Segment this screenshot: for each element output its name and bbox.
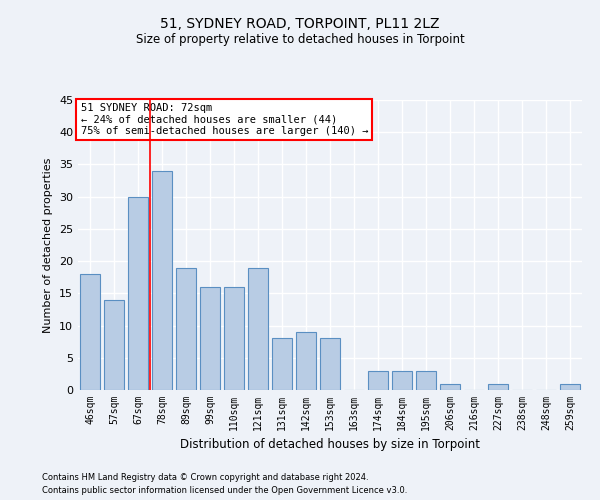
Text: Size of property relative to detached houses in Torpoint: Size of property relative to detached ho… — [136, 32, 464, 46]
Bar — [224, 287, 244, 390]
Text: Contains public sector information licensed under the Open Government Licence v3: Contains public sector information licen… — [42, 486, 407, 495]
Bar — [272, 338, 292, 390]
Bar — [488, 384, 508, 390]
Bar — [560, 384, 580, 390]
Bar — [200, 287, 220, 390]
Y-axis label: Number of detached properties: Number of detached properties — [43, 158, 53, 332]
Bar — [320, 338, 340, 390]
Bar — [392, 370, 412, 390]
Bar — [440, 384, 460, 390]
Bar — [80, 274, 100, 390]
Bar — [176, 268, 196, 390]
Text: 51, SYDNEY ROAD, TORPOINT, PL11 2LZ: 51, SYDNEY ROAD, TORPOINT, PL11 2LZ — [160, 18, 440, 32]
Bar — [368, 370, 388, 390]
Bar — [104, 300, 124, 390]
Text: Contains HM Land Registry data © Crown copyright and database right 2024.: Contains HM Land Registry data © Crown c… — [42, 474, 368, 482]
X-axis label: Distribution of detached houses by size in Torpoint: Distribution of detached houses by size … — [180, 438, 480, 452]
Bar — [296, 332, 316, 390]
Bar — [248, 268, 268, 390]
Bar — [416, 370, 436, 390]
Text: 51 SYDNEY ROAD: 72sqm
← 24% of detached houses are smaller (44)
75% of semi-deta: 51 SYDNEY ROAD: 72sqm ← 24% of detached … — [80, 103, 368, 136]
Bar — [152, 171, 172, 390]
Bar — [128, 196, 148, 390]
